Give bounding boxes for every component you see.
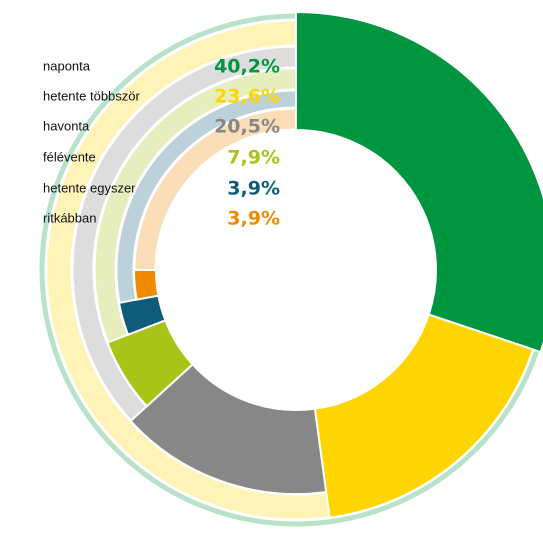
legend-label: félévente [43,149,96,164]
value-label: 3,9% [227,208,280,230]
segment [132,269,160,301]
legend-label: ritkábban [43,210,96,225]
legend-label: hetente egyszer [43,180,136,195]
value-label: 20,5% [214,116,280,138]
value-label: 7,9% [227,147,280,169]
value-label: 40,2% [214,56,280,78]
legend-label: hetente többször [43,88,141,103]
value-label: 3,9% [227,178,280,200]
segment [313,313,535,519]
legend-label: havonta [43,118,90,133]
value-label: 23,6% [214,86,280,108]
segment [129,362,328,495]
hole [156,130,436,410]
segment [295,10,543,354]
legend-label: naponta [43,58,91,73]
